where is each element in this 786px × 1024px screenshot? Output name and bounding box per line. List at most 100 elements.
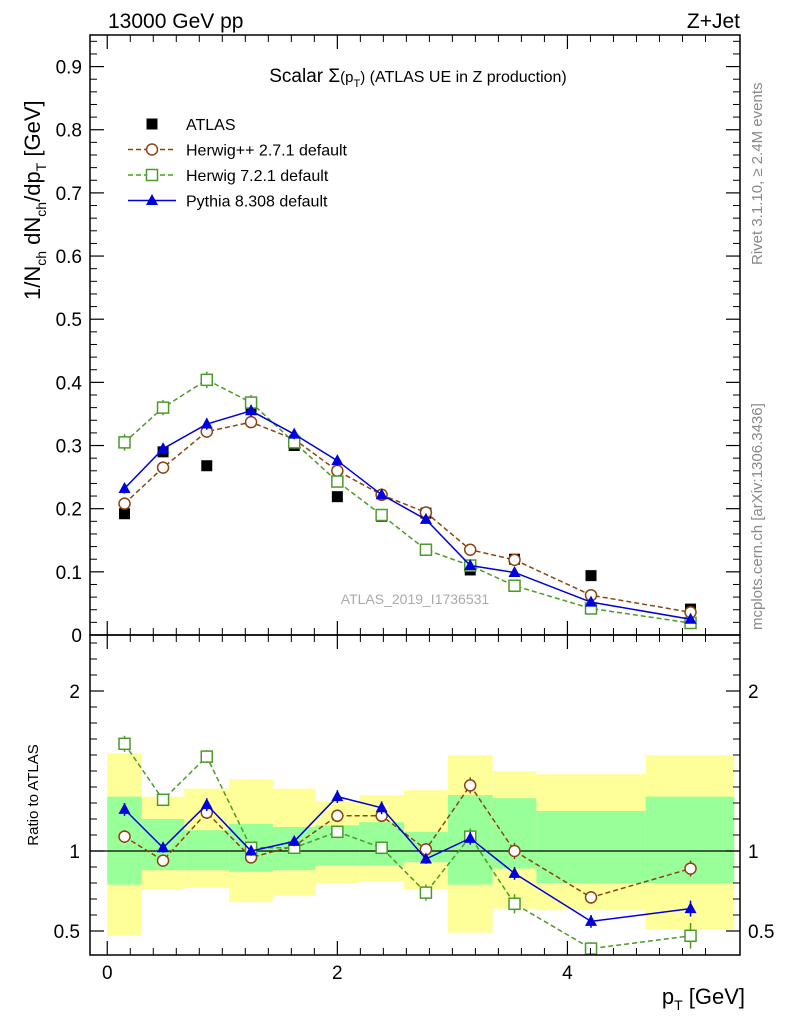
main-data-point	[375, 508, 388, 522]
main-series-line	[124, 421, 691, 614]
legend-marker	[145, 168, 159, 182]
ratio-data-point	[684, 929, 697, 943]
main-ytick-label: 0.2	[56, 500, 82, 521]
ratio-ylabel: Ratio to ATLAS	[25, 744, 42, 845]
legend-label: ATLAS	[186, 117, 236, 134]
main-series-3	[118, 404, 697, 624]
main-data-point	[118, 497, 131, 510]
ratio-ytick-label-right: 0.5	[748, 922, 774, 943]
ratio-panel: 0.5 0.5 1 1 2 2 0 2 4	[54, 634, 774, 984]
x-axis-label-main: p	[662, 984, 674, 1009]
main-ytick-label: 0.5	[56, 310, 82, 331]
ratio-xtick-label: 2	[332, 963, 343, 984]
ratio-data-point	[508, 844, 521, 858]
main-ytick-label: 0.6	[56, 247, 82, 268]
main-title-sigma: Σ	[328, 66, 340, 87]
mcplots-label: mcplots.cern.ch [arXiv:1306.3436]	[749, 403, 766, 630]
ratio-data-point	[684, 862, 697, 875]
ratio-data-point	[200, 750, 214, 763]
main-data-point	[331, 454, 344, 466]
main-series-2	[118, 371, 697, 630]
ratio-data-point	[156, 854, 170, 867]
main-data-point	[118, 436, 131, 449]
ratio-data-point	[584, 891, 598, 904]
main-data-point	[200, 417, 213, 429]
ratio-data-point	[118, 802, 131, 814]
ratio-data-point	[584, 942, 598, 955]
ratio-band-inner	[184, 830, 230, 871]
legend: ATLAS Herwig++ 2.7.1 default Herwig 7.2.1 …	[128, 117, 348, 211]
main-data-point	[245, 404, 258, 416]
main-data-point	[585, 595, 598, 607]
ratio-ytick-label-right: 1	[748, 842, 759, 863]
main-ytick-label: 0.8	[56, 121, 82, 142]
ratio-ytick-label-left: 0.5	[54, 922, 80, 943]
legend-label: Pythia 8.308 default	[186, 194, 328, 211]
ratio-series-2	[118, 790, 697, 928]
main-title-arg-open: (p	[340, 69, 353, 86]
main-title: Scalar Σ(pT) (ATLAS UE in Z production)	[269, 66, 567, 90]
ratio-band-inner	[536, 811, 646, 883]
main-title-prefix: Scalar	[269, 66, 328, 87]
main-data-point	[508, 579, 521, 592]
main-data-point	[464, 559, 477, 571]
ratio-data-point	[156, 793, 170, 807]
legend-marker	[145, 143, 159, 156]
main-data-point	[200, 373, 214, 387]
ratio-data-point	[375, 841, 388, 855]
ratio-data-point	[288, 834, 301, 846]
ratio-data-point	[464, 831, 477, 843]
legend-label: Herwig++ 2.7.1 default	[186, 143, 348, 160]
main-ytick-label-zero: 0	[71, 626, 82, 647]
main-ylabel: 1/Nch dNch/dpT [GeV]	[20, 100, 49, 300]
main-data-point	[508, 565, 521, 577]
ratio-ytick-label-left: 2	[69, 682, 80, 703]
legend-entry: Pythia 8.308 default	[128, 194, 328, 211]
ratio-xtick-label: 4	[562, 963, 573, 984]
main-ytick-label: 0.9	[56, 58, 82, 79]
main-data-point	[201, 460, 213, 472]
rivet-label: Rivet 3.1.10, ≥ 2.4M events	[749, 83, 766, 266]
main-data-point	[157, 442, 170, 454]
main-data-point	[119, 508, 131, 520]
main-data-point	[244, 415, 258, 429]
ratio-frame	[89, 634, 741, 956]
ratio-data-point	[331, 790, 344, 802]
x-axis-label: pT [GeV]	[662, 984, 745, 1013]
ratio-data-point	[331, 809, 344, 823]
main-data-point	[331, 491, 343, 503]
main-data-point	[508, 553, 521, 567]
ratio-data-point	[419, 886, 433, 899]
main-data-point	[585, 570, 597, 582]
main-ytick-label: 0.1	[56, 563, 82, 584]
ratio-ytick-label-right: 2	[748, 682, 759, 703]
main-data-point	[288, 427, 301, 439]
ratio-data-point	[375, 801, 388, 813]
main-data-point	[156, 461, 170, 474]
main-data-point	[463, 543, 477, 556]
main-series-line	[124, 378, 691, 624]
ratio-data-point	[118, 737, 131, 751]
main-ytick-label: 0.3	[56, 437, 82, 458]
legend-entry: Herwig 7.2.1 default	[128, 168, 329, 185]
ratio-data-point	[331, 825, 344, 839]
x-axis-label-sub: T	[674, 997, 683, 1013]
ratio-data-point	[585, 914, 598, 926]
main-data-point	[419, 512, 432, 524]
ratio-data-point	[157, 841, 170, 853]
main-data-point	[331, 475, 344, 488]
main-series-line	[123, 409, 691, 620]
main-panel: 0.1 0.2 0.3 0.4 0.5 0.6 0.7 0.8 0.9 0	[56, 34, 741, 647]
main-title-suffix: (ATLAS UE in Z production)	[365, 69, 567, 86]
legend-marker	[146, 118, 158, 130]
main-data-point	[419, 543, 433, 556]
main-data-point	[684, 612, 697, 624]
ratio-ytick-label-left: 1	[69, 842, 80, 863]
main-ytick-label: 0.7	[56, 184, 82, 205]
x-axis-label-unit: [GeV]	[683, 984, 745, 1009]
ratio-data-point	[118, 830, 131, 843]
ratio-series-line	[124, 784, 691, 899]
ratio-data-point	[508, 897, 521, 911]
header-energy: 13000 GeV pp	[108, 10, 243, 33]
